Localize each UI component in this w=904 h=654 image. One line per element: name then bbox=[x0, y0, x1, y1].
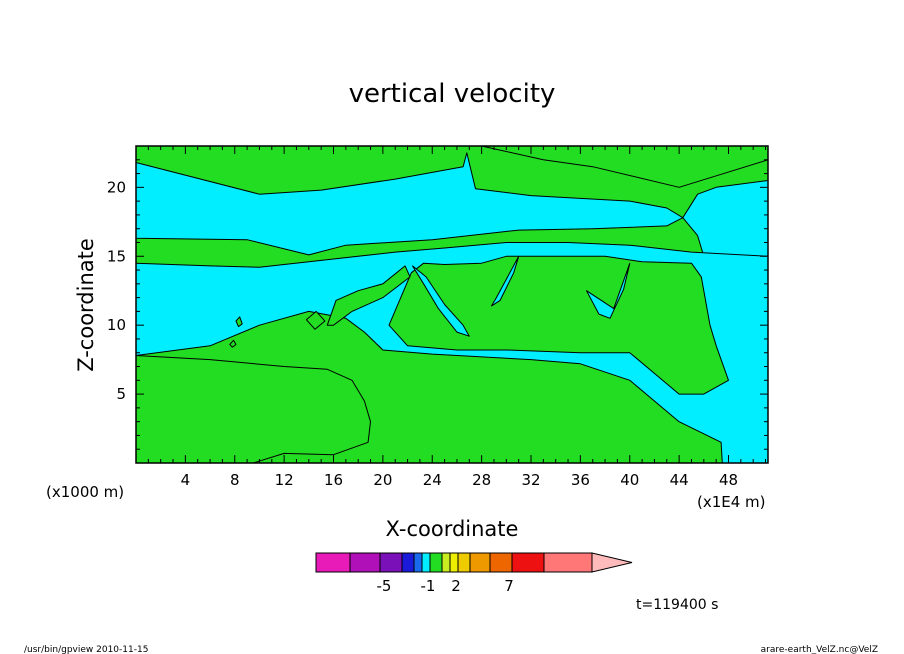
contour-region-9 bbox=[326, 265, 411, 326]
colorbar-swatch bbox=[441, 552, 451, 573]
colorbar-label: -1 bbox=[421, 577, 436, 595]
y-tick-label: 15 bbox=[107, 247, 126, 265]
contour-region-2 bbox=[135, 152, 684, 256]
colorbar-labels: -5 -1 2 7 bbox=[377, 577, 514, 595]
chart-title: vertical velocity bbox=[349, 79, 556, 109]
contour-region-11 bbox=[235, 316, 243, 328]
x-tick-label: 8 bbox=[230, 471, 240, 489]
x-tick-label: 28 bbox=[472, 471, 491, 489]
x-ticks: 4 8 12 16 20 24 28 32 36 40 44 48 bbox=[147, 146, 767, 489]
colorbar-swatch bbox=[429, 552, 443, 573]
contour-region-12 bbox=[229, 339, 237, 348]
colorbar-arrow bbox=[591, 552, 633, 573]
colorbar-swatch bbox=[315, 552, 351, 573]
time-label: t=119400 s bbox=[636, 597, 718, 613]
colorbar-swatch bbox=[349, 552, 381, 573]
colorbar-label: 2 bbox=[451, 577, 461, 595]
x-tick-label: 20 bbox=[373, 471, 392, 489]
colorbar bbox=[315, 552, 633, 573]
colorbar-swatch bbox=[469, 552, 491, 573]
colorbar-swatch bbox=[401, 552, 415, 573]
y-ticks: 5 10 15 20 bbox=[107, 159, 768, 450]
x-tick-label: 4 bbox=[181, 471, 191, 489]
colorbar-label: -5 bbox=[377, 577, 392, 595]
x-tick-label: 12 bbox=[275, 471, 294, 489]
colorbar-swatch bbox=[379, 552, 403, 573]
contour-regions bbox=[135, 145, 769, 464]
colorbar-label: 7 bbox=[504, 577, 514, 595]
y-tick-label: 10 bbox=[107, 316, 126, 334]
x-axis-label: X-coordinate bbox=[386, 517, 519, 541]
contour-region-8 bbox=[586, 262, 631, 319]
x-unit-left: (x1000 m) bbox=[46, 483, 124, 501]
contour-region-5 bbox=[388, 255, 729, 395]
x-tick-label: 24 bbox=[423, 471, 442, 489]
x-unit-right: (x1E4 m) bbox=[697, 493, 766, 511]
y-axis-label: Z-coordinate bbox=[74, 238, 98, 372]
footer-right: arare-earth_VelZ.nc@VelZ bbox=[761, 645, 878, 654]
contour-region-10 bbox=[305, 310, 326, 330]
colorbar-swatch bbox=[421, 552, 431, 573]
x-tick-label: 16 bbox=[324, 471, 343, 489]
x-tick-label: 36 bbox=[571, 471, 590, 489]
colorbar-swatch bbox=[449, 552, 459, 573]
contour-region-7 bbox=[491, 255, 520, 307]
x-tick-label: 40 bbox=[620, 471, 639, 489]
x-tick-label: 32 bbox=[521, 471, 540, 489]
contour-region-6 bbox=[412, 265, 470, 337]
y-tick-label: 5 bbox=[116, 385, 126, 403]
colorbar-swatch bbox=[413, 552, 423, 573]
x-tick-label: 48 bbox=[719, 471, 738, 489]
plot-frame bbox=[135, 145, 769, 464]
colorbar-swatch bbox=[489, 552, 513, 573]
footer-left: /usr/bin/gpview 2010-11-15 bbox=[24, 645, 148, 654]
y-tick-label: 20 bbox=[107, 178, 126, 196]
x-tick-label: 44 bbox=[670, 471, 689, 489]
colorbar-swatch bbox=[543, 552, 593, 573]
colorbar-swatch bbox=[511, 552, 545, 573]
colorbar-swatch bbox=[457, 552, 471, 573]
